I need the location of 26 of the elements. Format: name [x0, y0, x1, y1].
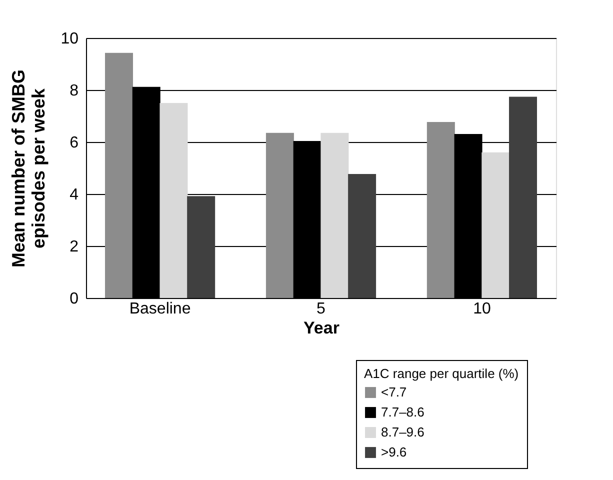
bar	[104, 52, 133, 298]
y-tick-label: 0	[70, 290, 79, 308]
x-tick-label: 5	[316, 300, 326, 318]
bar	[426, 122, 455, 298]
legend-label: <7.7	[381, 384, 407, 400]
y-tick-label: 10	[60, 30, 79, 48]
bar	[187, 196, 216, 298]
bar	[509, 96, 538, 298]
bar	[293, 140, 322, 298]
legend-label: 8.7–9.6	[381, 424, 424, 440]
y-tick-label: 8	[70, 82, 79, 100]
bar	[160, 103, 188, 298]
y-tick-label: 4	[70, 186, 79, 204]
bar	[348, 174, 376, 298]
bar	[320, 132, 349, 298]
y-axis-title: Mean number of SMBG episodes per week	[8, 69, 49, 268]
y-tick-label: 2	[70, 238, 79, 256]
legend-label: >9.6	[381, 444, 407, 460]
bar	[266, 132, 294, 298]
legend-title: A1C range per quartile (%)	[364, 366, 519, 381]
x-axis-title: Year	[304, 318, 340, 338]
x-tick-label: Baseline	[129, 300, 191, 318]
y-tick-label: 6	[70, 134, 79, 152]
x-tick-label: 10	[473, 300, 491, 318]
bar	[482, 152, 510, 298]
legend-label: 7.7–8.6	[381, 404, 424, 420]
